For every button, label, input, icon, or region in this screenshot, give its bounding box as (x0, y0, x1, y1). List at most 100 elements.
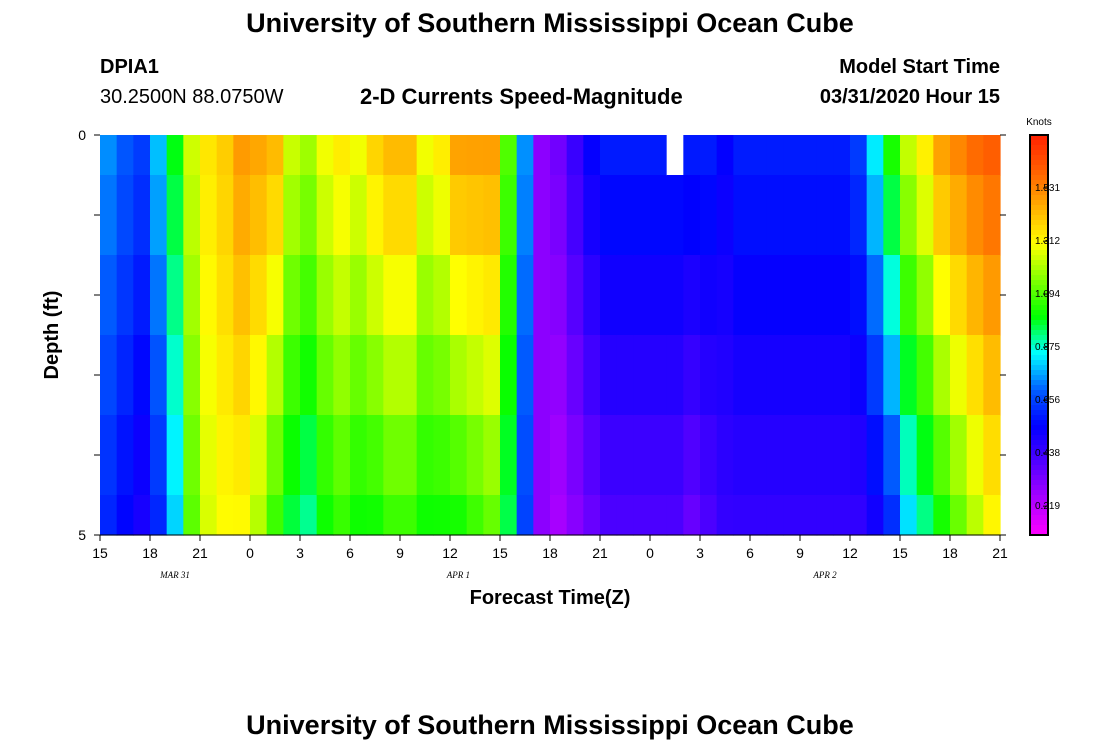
heatmap-cell (200, 135, 218, 176)
colorbar-segment (1030, 500, 1048, 506)
heatmap-cell (233, 415, 251, 496)
heatmap-cell (816, 335, 834, 416)
heatmap-cell (483, 135, 501, 176)
heatmap-cell (683, 495, 701, 536)
heatmap-cell (283, 415, 301, 496)
colorbar-segment (1030, 205, 1048, 211)
colorbar-segment (1030, 190, 1048, 196)
heatmap-cell (633, 135, 651, 176)
heatmap-cell (250, 415, 268, 496)
heatmap-cell (316, 415, 334, 496)
heatmap-cell (133, 495, 151, 536)
heatmap-cell (100, 335, 118, 416)
heatmap-cell (366, 255, 384, 336)
heatmap-cell (750, 255, 768, 336)
heatmap-cell (583, 415, 601, 496)
heatmap-cell (933, 175, 951, 256)
colorbar-tick-label: 0.219 (1035, 501, 1060, 512)
heatmap-cell (616, 255, 634, 336)
heatmap-cell (666, 415, 684, 496)
colorbar-segment (1030, 265, 1048, 271)
heatmap-cell (150, 495, 168, 536)
heatmap-cell (483, 335, 501, 416)
heatmap-cell (950, 495, 968, 536)
heatmap-cell (433, 415, 451, 496)
heatmap-cell (616, 495, 634, 536)
heatmap-cell (200, 255, 218, 336)
colorbar-segment (1030, 440, 1048, 446)
heatmap-cell (316, 495, 334, 536)
colorbar-segment (1030, 495, 1048, 501)
heatmap-cell (850, 175, 868, 256)
heatmap-cell (333, 255, 351, 336)
y-tick-label: 5 (78, 527, 86, 543)
heatmap-cell (733, 255, 751, 336)
heatmap-cell (400, 135, 418, 176)
heatmap-cell (900, 335, 918, 416)
heatmap-cell (116, 175, 134, 256)
heatmap-cell (650, 175, 668, 256)
heatmap-cell (550, 335, 568, 416)
heatmap-cell (366, 415, 384, 496)
heatmap-cell (633, 255, 651, 336)
heatmap-cell (966, 255, 984, 336)
colorbar-segment (1030, 515, 1048, 521)
heatmap-cell (366, 495, 384, 536)
colorbar-segment (1030, 340, 1048, 346)
heatmap-cell (883, 335, 901, 416)
colorbar-tick-label: 0.656 (1035, 395, 1060, 406)
heatmap-cell (433, 255, 451, 336)
heatmap-cell (516, 415, 534, 496)
heatmap-cell (400, 255, 418, 336)
heatmap-cell (716, 135, 734, 176)
heatmap-cell (533, 175, 551, 256)
heatmap-cell (683, 175, 701, 256)
colorbar-segment (1030, 375, 1048, 381)
heatmap-cell (733, 415, 751, 496)
heatmap-cell (733, 135, 751, 176)
heatmap-cell (300, 335, 318, 416)
heatmap-cell (550, 495, 568, 536)
heatmap-cell (900, 135, 918, 176)
colorbar-tick-label: 1.312 (1035, 236, 1060, 247)
heatmap-cell (583, 335, 601, 416)
heatmap-cell (433, 335, 451, 416)
colorbar-segment (1030, 215, 1048, 221)
heatmap-cell (650, 335, 668, 416)
colorbar-segment (1030, 355, 1048, 361)
heatmap-cell (550, 415, 568, 496)
heatmap-cell (800, 255, 818, 336)
colorbar-segment (1030, 280, 1048, 286)
heatmap-cell (900, 175, 918, 256)
heatmap-cell (533, 415, 551, 496)
heatmap-cell (650, 135, 668, 176)
heatmap-cell (750, 335, 768, 416)
heatmap-cell (200, 175, 218, 256)
x-tick-label: 21 (992, 545, 1008, 561)
heatmap-cell (583, 175, 601, 256)
colorbar-segment (1030, 285, 1048, 291)
colorbar-segment (1030, 380, 1048, 386)
heatmap-cell (850, 415, 868, 496)
heatmap-cell (933, 135, 951, 176)
heatmap-cell (633, 335, 651, 416)
heatmap-cell (733, 495, 751, 536)
heatmap-cell (183, 335, 201, 416)
colorbar-segment (1030, 310, 1048, 316)
date-label: APR 1 (446, 570, 470, 580)
heatmap-cell (683, 335, 701, 416)
heatmap-cell (616, 175, 634, 256)
heatmap-cell (950, 135, 968, 176)
heatmap-cell (883, 135, 901, 176)
heatmap-cell (483, 495, 501, 536)
heatmap-cell (916, 175, 934, 256)
heatmap-cell (716, 335, 734, 416)
heatmap-cell (300, 135, 318, 176)
heatmap-cell (483, 175, 501, 256)
colorbar-segment (1030, 360, 1048, 366)
heatmap-cell (116, 255, 134, 336)
y-tick-label: 0 (78, 127, 86, 143)
colorbar-segment (1030, 420, 1048, 426)
heatmap-cell (766, 415, 784, 496)
